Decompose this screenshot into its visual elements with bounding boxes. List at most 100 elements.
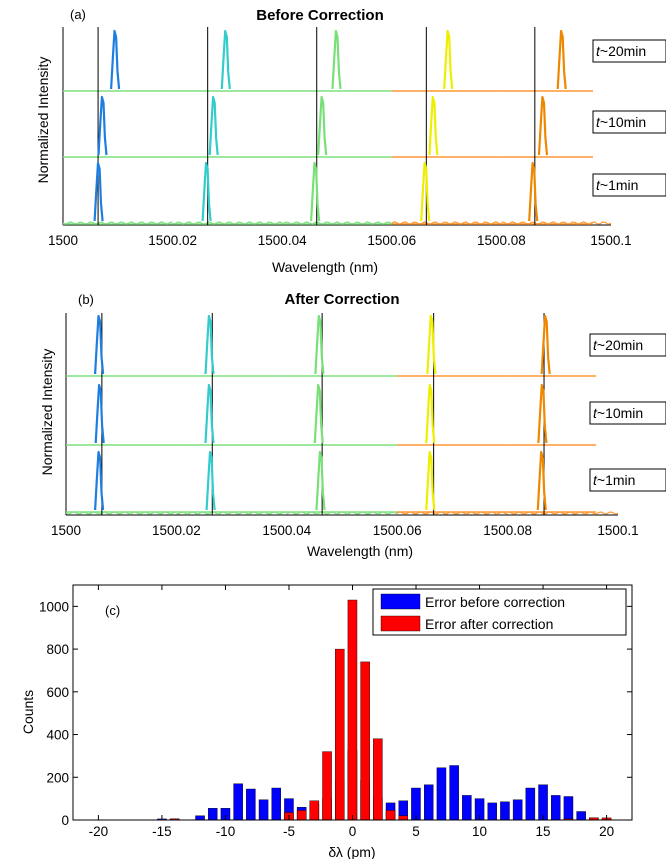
peak-row-2-2 <box>208 95 219 156</box>
peak-row-1-5 <box>556 29 567 90</box>
time-label-box <box>592 39 666 63</box>
peak-row-3-2 <box>201 161 212 222</box>
noise-baseline-seg-5 <box>507 511 619 515</box>
panel-a-before-correction: (a) Before Correction 1500 1500.02 1500.04… <box>35 7 666 275</box>
bar-before <box>500 801 510 821</box>
bar-after <box>360 661 370 821</box>
bar-before <box>449 765 459 821</box>
legend-swatch <box>380 615 421 632</box>
bar-after <box>296 810 307 821</box>
x-tick-label: -5 <box>283 824 295 839</box>
bar-before <box>436 767 447 821</box>
noise-baseline-seg-3 <box>281 221 393 225</box>
x-tick-label: 15 <box>536 824 551 839</box>
bar-before <box>233 783 243 821</box>
bar-before <box>512 799 523 821</box>
x-tick-label: 1500.1 <box>590 233 631 248</box>
legend-entry: Error after correction <box>425 616 553 632</box>
peak-row-2-3 <box>313 383 324 444</box>
bar-before <box>551 795 561 821</box>
bar-after <box>322 751 332 821</box>
x-tick-label: 1500.06 <box>367 233 416 248</box>
y-tick-label: 800 <box>46 642 69 657</box>
x-tick-label: 1500.04 <box>258 233 307 248</box>
peak-row-3-2 <box>205 450 216 511</box>
y-tick-label: 200 <box>46 770 69 785</box>
time-label: t~20min <box>596 43 646 59</box>
bar-after <box>373 738 383 821</box>
noise-baseline-seg-2 <box>176 511 288 515</box>
bar-before <box>246 788 256 821</box>
panel-label-b: (b) <box>78 292 94 307</box>
peak-row-3-3 <box>310 161 321 222</box>
y-tick-label: 1000 <box>39 599 69 614</box>
panel-c-histogram: (c) -20 -15 -10 -5 0 5 10 15 20 0 200 400 600 800 100… <box>20 584 633 859</box>
peak-row-2-3 <box>317 95 328 156</box>
peak-row-2-2 <box>204 383 215 444</box>
x-tick-label: 10 <box>472 824 487 839</box>
peak-row-1-3 <box>331 29 342 90</box>
x-tick-label: 5 <box>412 824 420 839</box>
time-label-box <box>589 333 666 357</box>
panel-label-c: (c) <box>105 603 120 618</box>
x-tick-label: -15 <box>152 824 172 839</box>
peak-row-3-5 <box>536 450 547 511</box>
bar-before <box>462 795 472 821</box>
bar-before <box>563 796 574 821</box>
time-label: t~20min <box>593 337 643 353</box>
bar-after <box>398 815 409 821</box>
bar-before <box>207 808 218 821</box>
time-label-box <box>592 173 666 197</box>
bar-before <box>487 802 498 821</box>
bar-after <box>309 800 320 821</box>
x-tick-label: 1500.02 <box>148 233 197 248</box>
x-tick-label: -10 <box>216 824 236 839</box>
peak-row-3-5 <box>528 161 539 222</box>
chart-title-b: After Correction <box>284 291 399 308</box>
x-tick-label: 1500.04 <box>262 523 311 538</box>
bar-before <box>195 815 205 821</box>
time-label: t~10min <box>596 114 646 130</box>
peak-row-3-1 <box>93 161 104 222</box>
bar-after <box>335 648 345 821</box>
time-label: t~10min <box>593 405 643 421</box>
bar-after <box>347 599 358 821</box>
time-label: t~1min <box>593 472 635 488</box>
legend: Error before correction Error after corre… <box>372 588 627 636</box>
bar-before <box>538 784 548 821</box>
peak-row-1-3 <box>314 314 325 375</box>
legend-entry: Error before correction <box>425 594 565 610</box>
x-tick-label: 1500.08 <box>477 233 526 248</box>
x-tick-label: 20 <box>599 824 614 839</box>
y-tick-label: 0 <box>61 813 69 828</box>
noise-baseline-seg-1 <box>62 221 173 225</box>
peak-row-2-4 <box>428 95 439 156</box>
bar-after <box>385 810 396 821</box>
x-axis-label-b: Wavelength (nm) <box>307 543 413 559</box>
y-axis-label-a: Normalized Intensity <box>35 57 51 184</box>
x-tick-label: 1500 <box>48 233 78 248</box>
peak-row-3-4 <box>420 161 431 222</box>
y-tick-label: 400 <box>46 728 69 743</box>
noise-baseline-seg-5 <box>501 221 612 225</box>
noise-baseline-seg-1 <box>65 511 177 515</box>
x-tick-label: 1500.08 <box>483 523 532 538</box>
bar-before <box>258 799 269 821</box>
peak-row-1-2 <box>204 314 215 375</box>
peak-row-1-4 <box>426 314 437 375</box>
noise-baseline-seg-2 <box>172 221 283 225</box>
peak-row-2-5 <box>537 383 548 444</box>
legend-swatch <box>380 593 421 610</box>
peak-row-2-4 <box>425 383 436 444</box>
y-axis-label-c: Counts <box>20 690 36 734</box>
bar-before <box>271 787 282 821</box>
noise-baseline-seg-3 <box>286 511 398 515</box>
x-tick-label: 1500.06 <box>373 523 422 538</box>
x-tick-label: 0 <box>349 824 357 839</box>
chart-title-a: Before Correction <box>256 7 384 24</box>
peak-row-1-4 <box>443 29 454 90</box>
time-label-box <box>589 401 666 425</box>
time-label-box <box>592 110 666 134</box>
peak-row-1-1 <box>94 314 105 375</box>
